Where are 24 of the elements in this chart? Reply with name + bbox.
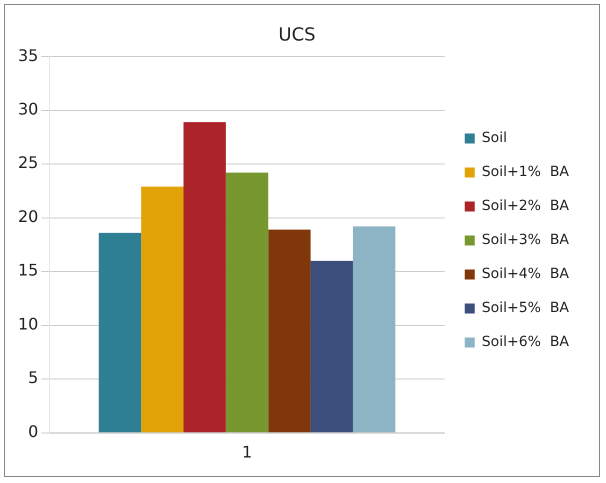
y-tick-label: 25 [18,153,38,172]
y-tick-label: 20 [18,206,38,226]
legend-label: Soil [482,130,507,146]
legend-label: Soil+6% BA [482,334,570,350]
y-tick-label: 15 [18,260,38,280]
bar [141,186,184,432]
legend-label: Soil+2% BA [482,198,570,214]
y-tick-label: 0 [28,422,38,441]
legend-label: Soil+3% BA [482,232,570,248]
bar [226,172,268,432]
bar [268,230,311,432]
legend-label: Soil+5% BA [482,300,570,316]
y-tick-label: 5 [28,368,38,388]
bar [98,232,142,432]
legend-label: Soil+4% BA [482,266,570,282]
bar [184,122,226,432]
bar [352,226,396,432]
legend-label: Soil+1% BA [482,164,570,180]
chart-title: UCS [278,24,316,46]
bar [310,260,353,432]
y-tick-label: 35 [18,46,38,65]
y-tick-label: 10 [18,314,38,334]
x-tick-label: 1 [242,442,252,462]
y-tick-label: 30 [18,100,38,118]
